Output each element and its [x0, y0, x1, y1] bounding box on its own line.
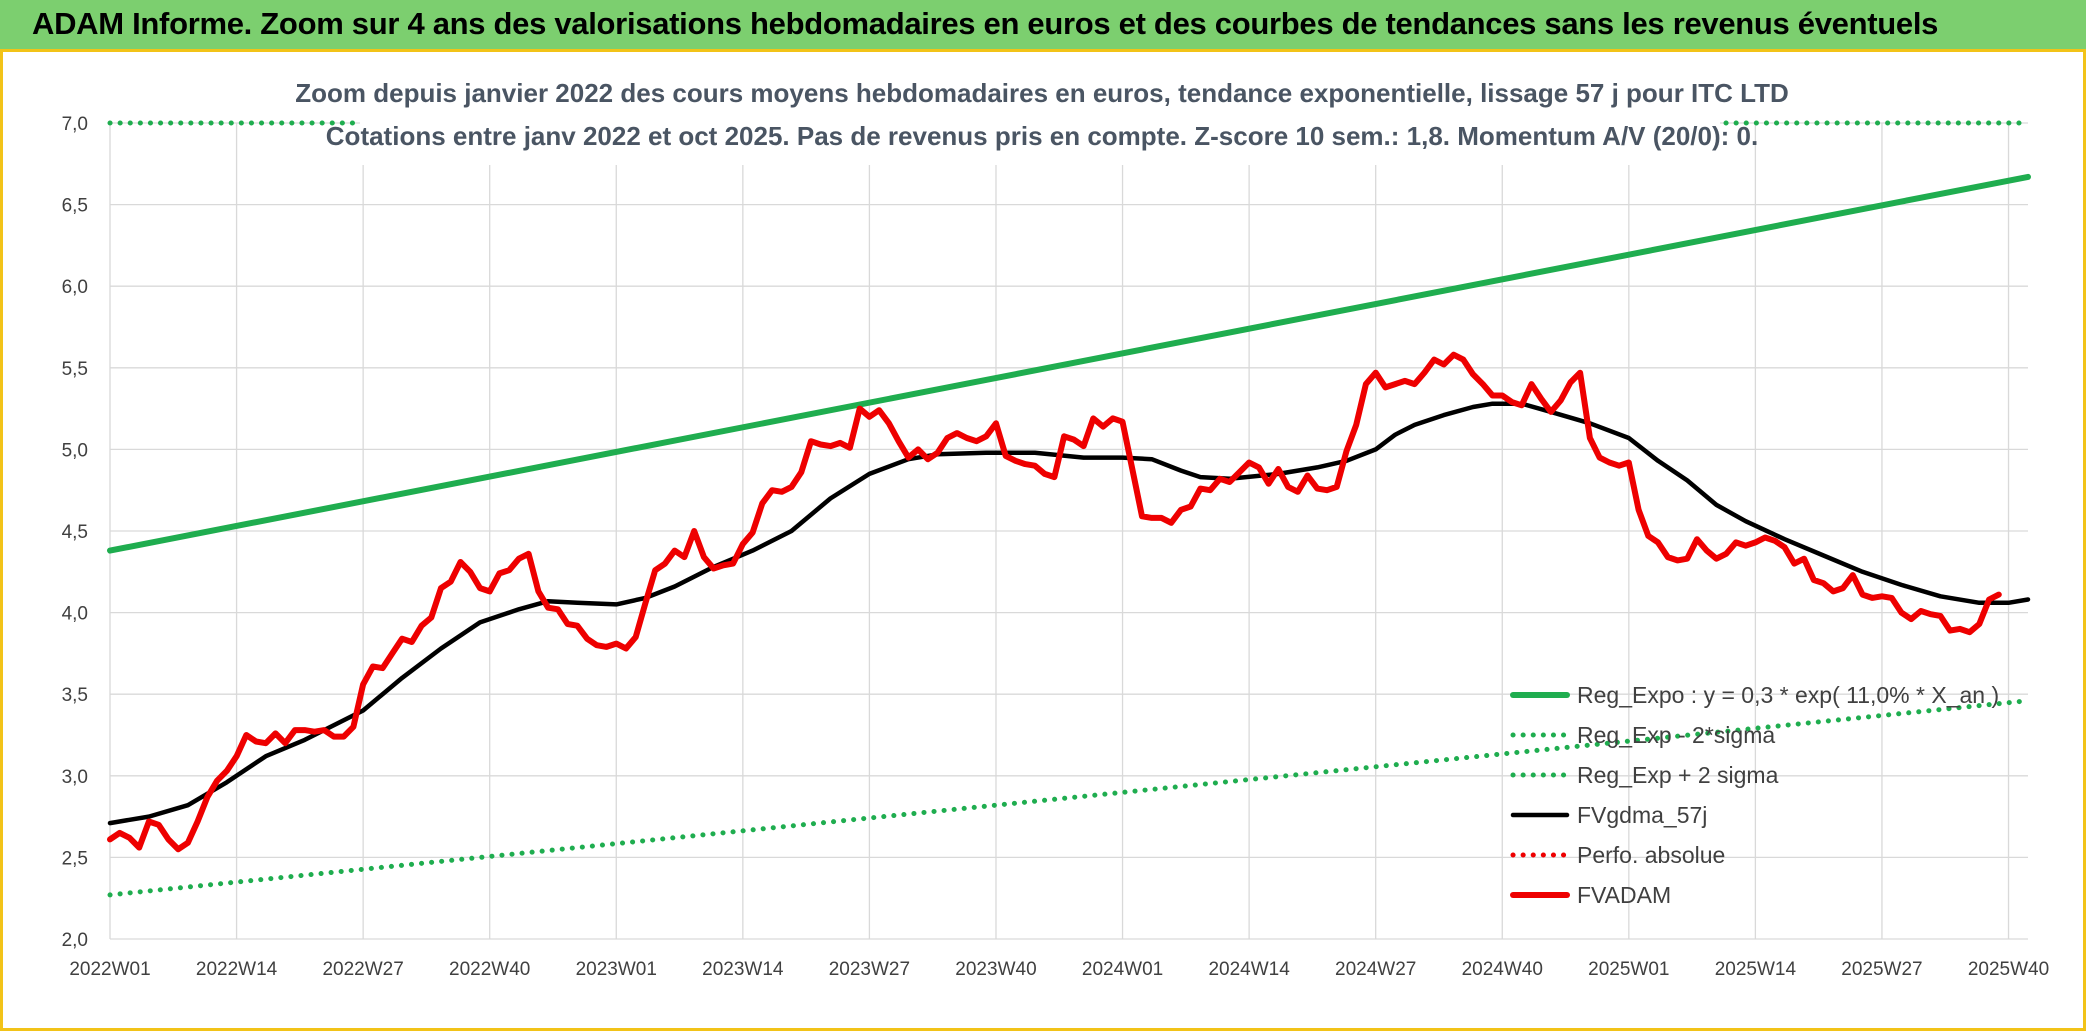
- legend-label: Perfo. absolue: [1577, 842, 1725, 868]
- grid: [109, 122, 2028, 940]
- x-tick-label: 2025W40: [1968, 959, 2049, 980]
- chart-title-line: Cotations entre janv 2022 et oct 2025. P…: [326, 121, 1758, 151]
- legend-label: FVADAM: [1577, 882, 1671, 908]
- x-tick-label: 2022W14: [196, 959, 278, 980]
- x-tick-label: 2022W01: [69, 959, 150, 980]
- chart-frame: [0, 52, 2086, 1031]
- x-tick-label: 2023W27: [829, 959, 910, 980]
- x-tick-label: 2024W27: [1335, 959, 1416, 980]
- x-tick-label: 2025W01: [1588, 959, 1669, 980]
- series-line: [107, 351, 2002, 853]
- x-tick-label: 2022W40: [449, 959, 530, 980]
- y-tick-label: 2,5: [62, 848, 88, 869]
- chart-title-line: Zoom depuis janvier 2022 des cours moyen…: [295, 78, 1789, 108]
- x-tick-label: 2022W27: [322, 959, 403, 980]
- chart-title: Zoom depuis janvier 2022 des cours moyen…: [295, 75, 1789, 165]
- legend: Reg_Expo : y = 0,3 * exp( 11,0% * X_an )…: [1510, 682, 1999, 908]
- legend-label: Reg_Exp + 2 sigma: [1577, 762, 1779, 788]
- x-tick-label: 2024W14: [1208, 959, 1290, 980]
- y-tick-label: 7,0: [62, 114, 88, 135]
- x-tick-label: 2023W14: [702, 959, 784, 980]
- y-tick-label: 6,0: [62, 277, 88, 298]
- y-tick-label: 6,5: [62, 196, 88, 217]
- y-tick-label: 4,5: [62, 522, 88, 543]
- y-tick-label: 3,0: [62, 767, 88, 788]
- x-tick-label: 2024W40: [1462, 959, 1543, 980]
- y-tick-label: 5,0: [62, 440, 88, 461]
- x-tick-label: 2024W01: [1082, 959, 1163, 980]
- title-banner: ADAM Informe. Zoom sur 4 ans des valoris…: [0, 0, 2086, 52]
- y-tick-label: 2,0: [62, 930, 88, 951]
- series-line: [107, 173, 2031, 554]
- x-tick-label: 2023W40: [955, 959, 1036, 980]
- series-line: [107, 698, 2031, 898]
- chart-title-background: [360, 75, 1720, 165]
- legend-label: Reg_Expo : y = 0,3 * exp( 11,0% * X_an ): [1577, 682, 1999, 708]
- y-tick-label: 3,5: [62, 685, 88, 706]
- x-tick-label: 2025W27: [1841, 959, 1922, 980]
- x-tick-label: 2023W01: [576, 959, 657, 980]
- legend-label: FVgdma_57j: [1577, 802, 1707, 828]
- axes: 2,0 2,5 3,0 3,5 4,0 4,5 5,0 5,5 6,0 6,5 7,0 2022W01…: [62, 114, 2050, 980]
- legend-label: Reg_Exp - 2*sigma: [1577, 722, 1775, 748]
- report-title: ADAM Informe. Zoom sur 4 ans des valoris…: [32, 6, 1939, 41]
- y-tick-label: 4,0: [62, 604, 88, 625]
- x-tick-label: 2025W14: [1715, 959, 1797, 980]
- y-tick-label: 5,5: [62, 359, 88, 380]
- series-line: [107, 401, 2031, 826]
